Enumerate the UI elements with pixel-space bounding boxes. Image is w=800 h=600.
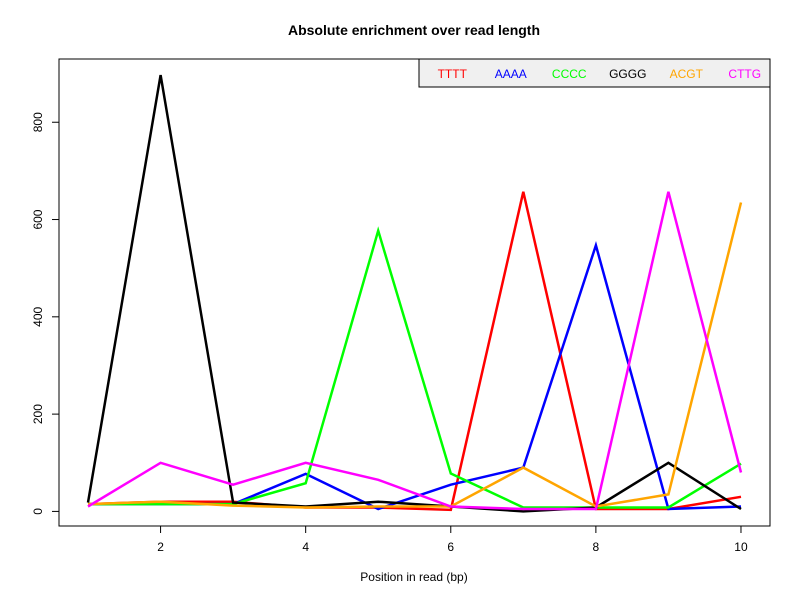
legend: TTTT AAAA CCCC GGGG ACGT CTTG	[418, 58, 771, 88]
x-tick-label: 4	[302, 540, 309, 554]
plot-frame	[58, 58, 771, 527]
y-tick-label: 800	[31, 112, 45, 132]
y-tick-label: 600	[31, 209, 45, 229]
series-line-cttg	[87, 191, 743, 511]
chart-title: Absolute enrichment over read length	[288, 22, 540, 38]
x-axis: 2 4 6 8 10	[157, 525, 748, 554]
y-tick-label: 200	[31, 404, 45, 424]
x-tick-label: 8	[593, 540, 600, 554]
x-axis-label: Position in read (bp)	[360, 570, 467, 584]
series-line-gggg	[86, 74, 742, 513]
legend-entry-gggg: GGGG	[609, 67, 646, 81]
y-axis: 0 200 400 600 800	[31, 112, 60, 515]
legend-entry-tttt: TTTT	[438, 67, 468, 81]
legend-entry-acgt: ACGT	[670, 67, 704, 81]
legend-entry-cccc: CCCC	[552, 67, 587, 81]
x-tick-label: 10	[734, 540, 748, 554]
series-line-cccc	[88, 226, 742, 509]
series-line-tttt	[87, 191, 742, 512]
legend-entry-aaaa: AAAA	[495, 67, 527, 81]
x-tick-label: 6	[447, 540, 454, 554]
legend-box	[418, 58, 771, 88]
legend-entry-cttg: CTTG	[728, 67, 761, 81]
series-line-acgt	[87, 202, 743, 509]
y-tick-label: 0	[31, 508, 45, 515]
y-tick-label: 400	[31, 306, 45, 326]
series-lines	[86, 74, 743, 513]
x-tick-label: 2	[157, 540, 164, 554]
